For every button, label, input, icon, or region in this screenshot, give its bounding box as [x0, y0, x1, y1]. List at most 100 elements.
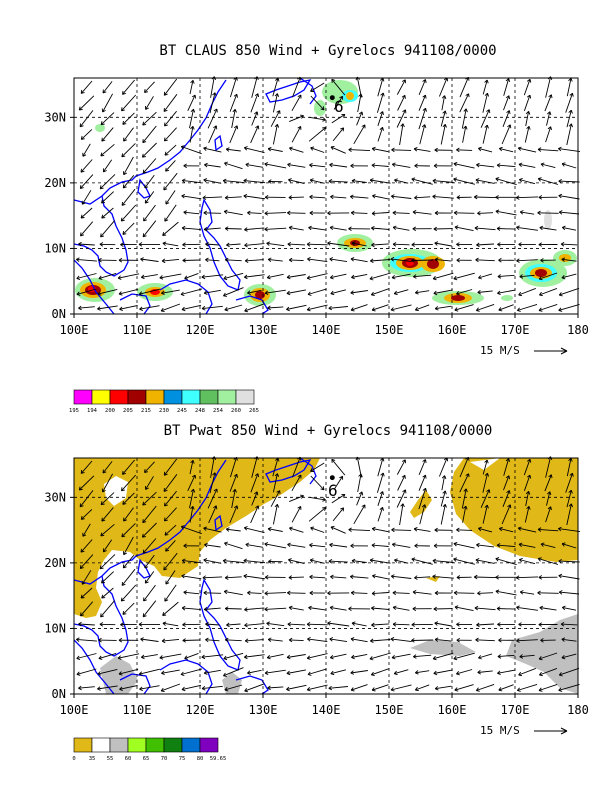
wind-vector	[434, 590, 452, 596]
wind-vector	[120, 242, 137, 247]
wind-vector	[142, 491, 157, 506]
colorbar-label: 59.65	[210, 756, 227, 762]
wind-vector	[80, 539, 93, 553]
wind-vector	[264, 591, 287, 596]
wind-vector	[440, 123, 447, 145]
wind-vector	[205, 637, 220, 643]
wind-vector	[160, 683, 181, 693]
wind-vector	[80, 509, 93, 520]
x-tick-label: 170E	[501, 323, 530, 337]
wind-vector	[142, 538, 157, 554]
wind-vector	[461, 108, 468, 129]
vector-scale-arrow	[534, 727, 568, 735]
wind-vector	[250, 473, 260, 493]
wind-vector	[371, 622, 390, 628]
wind-vector	[350, 670, 368, 675]
wind-vector	[475, 257, 495, 263]
wind-vector	[519, 274, 535, 279]
wind-vector	[101, 507, 114, 522]
dry-hole	[104, 476, 128, 506]
wind-vector	[350, 574, 369, 580]
wind-vector	[100, 492, 115, 506]
wind-vector	[102, 159, 113, 173]
wind-vector	[287, 162, 306, 168]
wind-vector	[538, 242, 558, 247]
wind-vector	[538, 272, 558, 281]
colorbar-label: 230	[159, 408, 169, 414]
wind-vector	[309, 574, 326, 580]
vector-scale-arrow	[534, 347, 568, 355]
x-tick-label: 150E	[375, 703, 404, 717]
wind-vector	[99, 242, 116, 247]
wind-vector	[434, 621, 452, 627]
wind-vector	[181, 684, 202, 692]
wind-vector	[286, 289, 306, 296]
wind-vector	[142, 600, 157, 618]
wind-vector	[412, 606, 432, 612]
wind-vector	[141, 274, 158, 280]
wind-vector	[329, 273, 347, 280]
wind-vector	[181, 304, 202, 312]
wind-vector	[266, 241, 285, 247]
wind-vector	[454, 304, 474, 312]
wind-vector	[482, 92, 490, 113]
wind-vector	[348, 527, 371, 532]
colorbar-swatch	[199, 737, 219, 753]
wind-vector	[370, 288, 390, 297]
wind-vector	[181, 558, 201, 564]
wind-vector	[350, 194, 369, 200]
wind-vector	[308, 507, 327, 522]
wind-vector	[516, 258, 538, 263]
wind-vector	[122, 459, 135, 475]
wind-vector	[123, 536, 134, 556]
wind-vector	[482, 504, 489, 524]
wind-vector	[121, 568, 136, 586]
wind-vector	[350, 543, 369, 549]
wind-vector	[333, 475, 344, 490]
wind-vector	[251, 491, 259, 506]
wind-vector	[524, 125, 531, 143]
wind-vector	[456, 147, 473, 153]
wind-vector	[327, 590, 350, 596]
wind-vector	[495, 209, 517, 216]
wind-vector	[180, 525, 202, 535]
wind-vector	[392, 622, 410, 627]
wind-vector	[369, 652, 391, 661]
wind-vector	[79, 110, 94, 128]
wind-vector	[391, 527, 412, 533]
wind-vector	[224, 575, 242, 580]
wind-vector	[369, 272, 391, 281]
wind-vector	[518, 162, 536, 168]
wind-vector	[310, 475, 325, 491]
x-tick-label: 140E	[312, 323, 341, 337]
wind-vector	[289, 494, 304, 503]
wind-vector	[330, 574, 347, 580]
wind-vector	[454, 605, 474, 612]
wind-vector	[558, 193, 580, 200]
wind-vector	[440, 490, 447, 507]
wind-vector	[390, 256, 412, 263]
wind-vector	[144, 461, 155, 473]
wind-vector	[144, 191, 155, 204]
wind-vector	[223, 667, 244, 677]
wind-vector	[164, 524, 177, 536]
wind-vector	[438, 77, 449, 97]
wind-vector	[306, 304, 328, 312]
wind-vector	[142, 111, 157, 126]
wind-vector	[222, 558, 244, 564]
wind-vector	[208, 505, 218, 524]
wind-vector	[183, 543, 200, 549]
wind-vector	[189, 505, 195, 523]
wind-vector	[414, 304, 430, 312]
wind-vector	[78, 475, 95, 491]
wind-vector	[224, 161, 243, 170]
wind-vector	[537, 177, 559, 185]
wind-vector	[101, 207, 114, 219]
wind-vector	[287, 622, 306, 627]
wind-vector	[477, 290, 493, 295]
wind-vector	[81, 570, 92, 585]
wind-vector	[224, 606, 242, 611]
wind-vector	[244, 227, 265, 232]
wind-vector	[165, 540, 176, 552]
